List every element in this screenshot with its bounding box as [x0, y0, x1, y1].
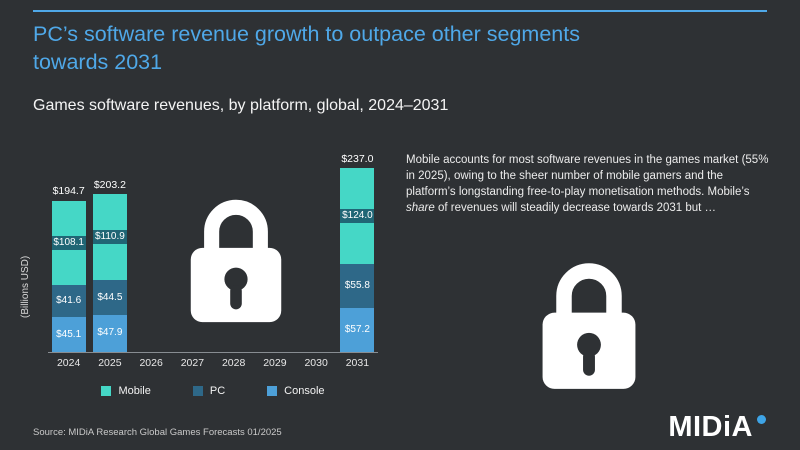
x-tick-2029: 2029 — [263, 357, 287, 369]
x-tick-2027: 2027 — [180, 357, 205, 369]
chart-lock-icon — [190, 199, 282, 323]
x-axis: 2024 2025 2026 2027 2028 2029 2030 2031 — [48, 357, 378, 369]
page-title: PC’s software revenue growth to outpace … — [33, 22, 580, 75]
legend-item-console: Console — [267, 385, 325, 397]
total-label-2024: $194.7 — [52, 185, 85, 198]
segment-console-2024: $45.1 — [51, 317, 86, 352]
commentary-segment: Mobile accounts for most software revenu… — [406, 154, 769, 199]
segment-value-label: $108.1 — [51, 235, 86, 250]
segment-pc-2025: $44.5 — [92, 280, 127, 315]
stacked-bar-2031: $237.0 $124.0 $55.8 $57.2 — [340, 152, 375, 352]
segment-console-2025: $47.9 — [92, 314, 127, 352]
page-subtitle: Games software revenues, by platform, gl… — [33, 97, 449, 114]
x-tick-2028: 2028 — [221, 357, 246, 369]
segment-value-label: $45.1 — [56, 328, 82, 340]
segment-value-label: $124.0 — [340, 209, 375, 224]
segment-mobile-2025: $110.9 — [92, 194, 127, 281]
x-tick-2031: 2031 — [345, 357, 370, 369]
y-axis-label: (Billions USD) — [20, 255, 31, 318]
segment-mobile-2024: $108.1 — [51, 200, 86, 285]
segment-value-label: $41.6 — [56, 294, 82, 306]
segment-pc-2024: $41.6 — [51, 284, 86, 317]
plot-area: $194.7 $108.1 $41.6 $45.1 $203.2 $110.9 $44.5 $… — [48, 150, 378, 353]
legend-item-mobile: Mobile — [101, 385, 151, 397]
bar-slot-2026 — [131, 150, 172, 352]
total-label-2031: $237.0 — [341, 152, 374, 165]
logo-dot — [757, 415, 766, 424]
x-tick-2026: 2026 — [139, 357, 163, 369]
legend-swatch — [192, 386, 203, 396]
commentary-lock-icon — [542, 263, 636, 389]
bar-slot-2025: $203.2 $110.9 $44.5 $47.9 — [89, 150, 130, 352]
bar-slot-2030 — [296, 150, 337, 352]
chart-legend: Mobile PC Console — [40, 385, 386, 397]
legend-item-pc: PC — [192, 385, 226, 397]
x-tick-2024: 2024 — [56, 357, 81, 369]
commentary-italic-word: share — [406, 202, 435, 215]
bar-chart: $194.7 $108.1 $41.6 $45.1 $203.2 $110.9 $44.5 $… — [48, 150, 378, 353]
stacked-bar-2024: $194.7 $108.1 $41.6 $45.1 — [51, 185, 86, 352]
commentary-segment: of revenues will steadily decrease towar… — [434, 202, 717, 215]
segment-pc-2031: $55.8 — [340, 264, 375, 308]
stacked-bar-2025: $203.2 $110.9 $44.5 $47.9 — [92, 178, 127, 352]
legend-label: Console — [284, 385, 325, 397]
logo-text: MIDiA — [668, 411, 753, 443]
legend-swatch — [101, 386, 112, 396]
bar-slot-2024: $194.7 $108.1 $41.6 $45.1 — [48, 150, 89, 352]
segment-value-label: $44.5 — [97, 291, 123, 303]
bar-slot-2031: $237.0 $124.0 $55.8 $57.2 — [337, 150, 378, 352]
legend-label: Mobile — [118, 385, 151, 397]
x-tick-2030: 2030 — [304, 357, 328, 369]
x-tick-2025: 2025 — [98, 357, 122, 369]
legend-swatch — [267, 386, 278, 396]
source-note: Source: MIDiA Research Global Games Fore… — [33, 427, 282, 438]
segment-value-label: $57.2 — [344, 323, 370, 335]
top-accent-line — [33, 10, 767, 12]
legend-label: PC — [209, 385, 226, 397]
commentary-text: Mobile accounts for most software revenu… — [406, 152, 774, 216]
segment-console-2031: $57.2 — [340, 307, 375, 352]
midia-logo: MIDiA — [668, 413, 766, 442]
total-label-2025: $203.2 — [93, 178, 126, 191]
segment-value-label: $110.9 — [92, 230, 127, 245]
segment-mobile-2031: $124.0 — [340, 168, 375, 265]
segment-value-label: $47.9 — [97, 327, 123, 339]
segment-value-label: $55.8 — [344, 279, 370, 291]
